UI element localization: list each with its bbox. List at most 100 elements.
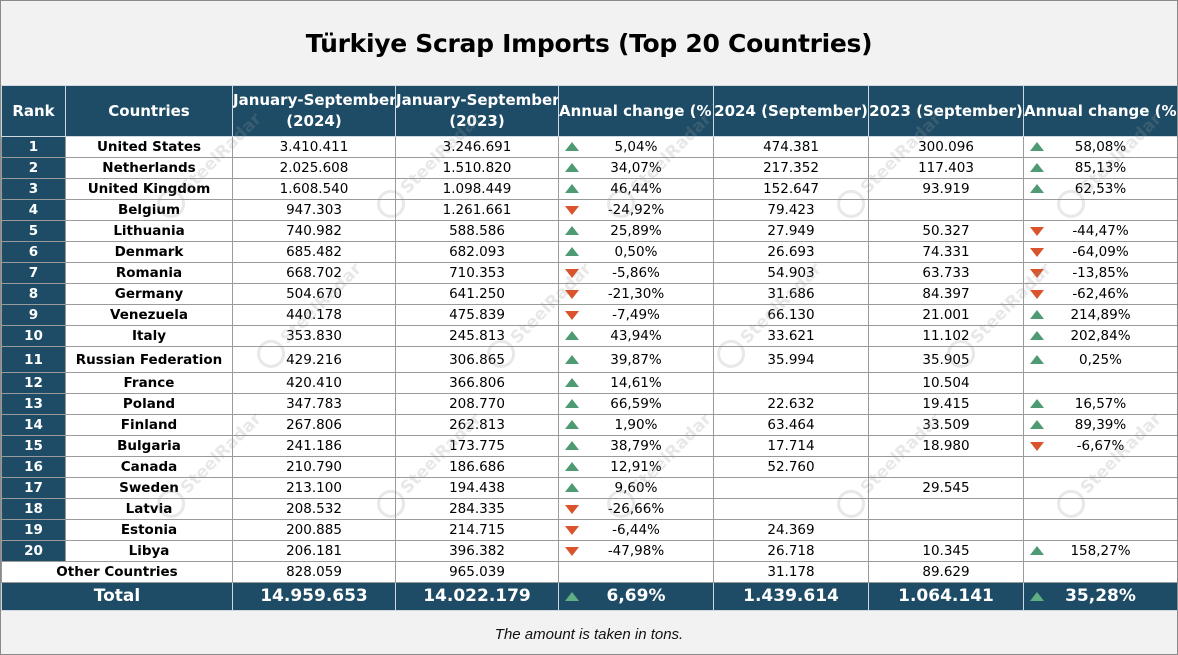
- september-2023-cell: 50.327: [868, 220, 1024, 242]
- triangle-down-icon: [565, 290, 579, 299]
- ytd-2024-cell-value: 267.806: [286, 417, 342, 433]
- annual-change-monthly-cell: [1023, 477, 1177, 499]
- annual-change-monthly-cell-value: 214,89%: [1070, 307, 1131, 323]
- rank-cell-value: 18: [24, 501, 43, 517]
- total-ytd-2023-value: 14.022.179: [423, 586, 531, 606]
- header-september-2024: 2024 (September): [713, 85, 869, 137]
- september-2024-cell-value: 152.647: [763, 181, 819, 197]
- annual-change-monthly-cell: [1023, 199, 1177, 221]
- annual-change-monthly-cell: 202,84%: [1023, 325, 1177, 347]
- table-row: 11 Russian Federation 429.216 306.865 39,87%…: [1, 346, 1177, 373]
- total-september-2024-value: 1.439.614: [743, 586, 839, 606]
- triangle-up-icon: [1030, 310, 1044, 319]
- ytd-2023-cell-value: 965.039: [449, 564, 505, 580]
- september-2024-cell: 31.178: [713, 561, 869, 583]
- rank-cell: 16: [1, 456, 66, 478]
- country-cell: Bulgaria: [65, 435, 233, 457]
- ytd-2023-cell-value: 1.098.449: [442, 181, 512, 197]
- ytd-2023-cell: 682.093: [395, 241, 559, 263]
- table-row: 1 United States 3.410.411 3.246.691 5,04% 474…: [1, 136, 1177, 158]
- september-2024-cell-value: 31.178: [767, 564, 815, 580]
- annual-change-ytd-cell-value: -21,30%: [607, 286, 665, 302]
- ytd-2024-cell: 429.216: [232, 346, 396, 373]
- ytd-2024-cell-value: 353.830: [286, 328, 342, 344]
- triangle-down-icon: [565, 206, 579, 215]
- table-row: 14 Finland 267.806 262.813 1,90% 63.464 33.509…: [1, 414, 1177, 436]
- triangle-up-icon: [565, 378, 579, 387]
- september-2023-cell: 33.509: [868, 414, 1024, 436]
- country-cell: United Kingdom: [65, 178, 233, 200]
- ytd-2024-cell: 210.790: [232, 456, 396, 478]
- country-cell-value: Libya: [128, 543, 170, 559]
- annual-change-monthly-cell: [1023, 498, 1177, 520]
- header-annual-change-ytd: Annual change (%): [558, 85, 714, 137]
- september-2023-cell: [868, 519, 1024, 541]
- ytd-2024-cell: 3.410.411: [232, 136, 396, 158]
- rank-cell: 8: [1, 283, 66, 305]
- september-2024-cell: [713, 372, 869, 394]
- september-2024-cell: 17.714: [713, 435, 869, 457]
- ytd-2023-cell-value: 588.586: [449, 223, 505, 239]
- annual-change-monthly-cell: [1023, 561, 1177, 583]
- table-row: 8 Germany 504.670 641.250 -21,30% 31.686 84.39…: [1, 283, 1177, 305]
- ytd-2023-cell: 965.039: [395, 561, 559, 583]
- september-2023-cell-value: 89.629: [922, 564, 970, 580]
- ytd-2023-cell: 186.686: [395, 456, 559, 478]
- rank-cell: 7: [1, 262, 66, 284]
- country-cell: Libya: [65, 540, 233, 562]
- september-2024-cell-value: 17.714: [767, 438, 815, 454]
- ytd-2024-cell: 241.186: [232, 435, 396, 457]
- rank-cell-value: 3: [28, 181, 39, 197]
- rank-cell-value: 7: [28, 265, 39, 281]
- ytd-2023-cell: 245.813: [395, 325, 559, 347]
- triangle-up-icon: [565, 399, 579, 408]
- country-cell: France: [65, 372, 233, 394]
- annual-change-monthly-cell: 158,27%: [1023, 540, 1177, 562]
- annual-change-monthly-cell: -13,85%: [1023, 262, 1177, 284]
- country-cell: Sweden: [65, 477, 233, 499]
- table-row: 9 Venezuela 440.178 475.839 -7,49% 66.130 21.0…: [1, 304, 1177, 326]
- ytd-2024-cell: 504.670: [232, 283, 396, 305]
- ytd-2023-cell-value: 173.775: [449, 438, 505, 454]
- ytd-2024-cell: 947.303: [232, 199, 396, 221]
- september-2023-cell: 35.905: [868, 346, 1024, 373]
- ytd-2023-cell-value: 208.770: [449, 396, 505, 412]
- annual-change-ytd-cell-value: 25,89%: [610, 223, 662, 239]
- ytd-2024-cell-value: 828.059: [286, 564, 342, 580]
- rank-cell: 2: [1, 157, 66, 179]
- rank-cell: 14: [1, 414, 66, 436]
- ytd-2023-cell-value: 475.839: [449, 307, 505, 323]
- september-2023-cell-value: 19.415: [922, 396, 970, 412]
- september-2024-cell-value: 33.621: [767, 328, 815, 344]
- september-2023-cell: 10.504: [868, 372, 1024, 394]
- rank-cell-value: 6: [28, 244, 39, 260]
- september-2024-cell-value: 66.130: [767, 307, 815, 323]
- annual-change-monthly-cell: -64,09%: [1023, 241, 1177, 263]
- annual-change-monthly-cell-value: 89,39%: [1074, 417, 1127, 433]
- country-cell-value: Sweden: [119, 480, 179, 496]
- ytd-2024-cell-value: 200.885: [286, 522, 342, 538]
- september-2024-cell: 217.352: [713, 157, 869, 179]
- september-2024-cell-value: 79.423: [767, 202, 815, 218]
- triangle-down-icon: [1030, 442, 1044, 451]
- triangle-up-icon: [565, 142, 579, 151]
- ytd-2024-cell: 267.806: [232, 414, 396, 436]
- country-cell: Belgium: [65, 199, 233, 221]
- ytd-2024-cell: 1.608.540: [232, 178, 396, 200]
- country-cell: Poland: [65, 393, 233, 415]
- september-2023-cell: 93.919: [868, 178, 1024, 200]
- country-cell: Latvia: [65, 498, 233, 520]
- triangle-up-icon: [565, 441, 579, 450]
- rank-cell: 18: [1, 498, 66, 520]
- ytd-2024-cell-value: 504.670: [286, 286, 342, 302]
- september-2023-cell: 29.545: [868, 477, 1024, 499]
- ytd-2023-cell: 214.715: [395, 519, 559, 541]
- annual-change-ytd-cell: 46,44%: [558, 178, 714, 200]
- september-2024-cell-value: 24.369: [767, 522, 815, 538]
- country-cell: Italy: [65, 325, 233, 347]
- annual-change-monthly-cell-value: -64,09%: [1072, 244, 1129, 260]
- september-2024-cell: 35.994: [713, 346, 869, 373]
- annual-change-monthly-cell-value: 62,53%: [1074, 181, 1127, 197]
- ytd-2023-cell-value: 214.715: [449, 522, 505, 538]
- september-2023-cell-value: 10.504: [922, 375, 970, 391]
